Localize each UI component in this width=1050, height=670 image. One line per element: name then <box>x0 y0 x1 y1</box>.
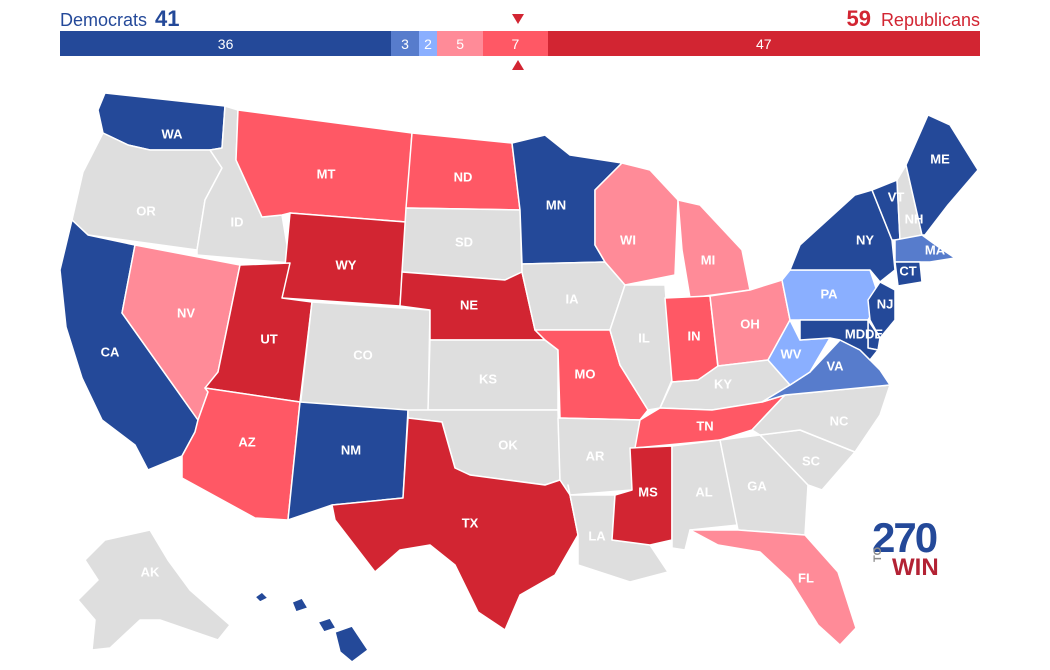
state-label-VA: VA <box>826 358 844 373</box>
state-label-IL: IL <box>638 330 650 345</box>
state-label-GA: GA <box>747 478 767 493</box>
bar-segment-label: 3 <box>401 35 409 52</box>
state-label-FL: FL <box>798 570 814 585</box>
state-label-LA: LA <box>588 528 606 543</box>
bar-segment-likely_rep: 7 <box>483 31 548 56</box>
state-HI[interactable] <box>254 591 369 663</box>
state-label-MD: MD <box>845 326 865 341</box>
bar-segment-label: 2 <box>424 35 432 52</box>
state-label-HI: HI <box>316 638 329 653</box>
state-label-TN: TN <box>696 418 713 433</box>
state-label-NC: NC <box>830 413 849 428</box>
state-label-ND: ND <box>454 169 473 184</box>
state-label-NH: NH <box>905 211 924 226</box>
state-label-NY: NY <box>856 232 874 247</box>
state-WI[interactable] <box>594 162 679 286</box>
state-MD[interactable] <box>799 319 879 361</box>
state-label-WI: WI <box>620 232 636 247</box>
bar-segment-lean_rep: 5 <box>437 31 484 56</box>
state-label-AL: AL <box>695 484 712 499</box>
state-label-CO: CO <box>353 347 373 362</box>
state-AK[interactable] <box>77 529 231 651</box>
democrats-total: 41 <box>155 6 180 31</box>
state-label-WA: WA <box>162 126 184 141</box>
state-label-OK: OK <box>498 437 518 452</box>
republicans-label: Republicans <box>880 10 980 30</box>
bar-segment-label: 5 <box>456 35 465 52</box>
state-label-MA: MA <box>925 242 946 257</box>
state-GA[interactable] <box>719 434 809 536</box>
state-CT[interactable] <box>894 261 923 287</box>
state-label-DE: DE <box>865 326 883 341</box>
majority-marker-bottom-icon <box>512 60 524 70</box>
state-label-AK: AK <box>141 564 160 579</box>
bar-segment-label: 47 <box>755 35 772 52</box>
state-label-NJ: NJ <box>877 296 894 311</box>
republicans-tally: 59 Republicans <box>846 6 980 32</box>
bar-segment-label: 36 <box>217 35 234 52</box>
state-label-NE: NE <box>460 297 478 312</box>
seat-balance-bar: 36 3 2 5 7 47 <box>60 31 980 56</box>
state-label-MN: MN <box>546 197 566 212</box>
state-TX[interactable] <box>331 417 579 631</box>
state-label-SD: SD <box>455 234 473 249</box>
state-label-MO: MO <box>575 366 596 381</box>
bar-segment-likely_dem: 3 <box>391 31 419 56</box>
bar-segment-label: 7 <box>511 35 520 52</box>
state-label-CA: CA <box>101 344 120 359</box>
state-label-SC: SC <box>802 453 821 468</box>
state-label-AR: AR <box>586 448 605 463</box>
state-label-TX: TX <box>462 515 479 530</box>
state-label-MT: MT <box>317 166 336 181</box>
state-label-WY: WY <box>336 257 357 272</box>
state-label-ID: ID <box>231 214 244 229</box>
seat-tally-header: Democrats 41 59 Republicans 36 3 2 5 7 47 <box>0 0 1050 80</box>
state-label-MI: MI <box>701 252 715 267</box>
state-label-IN: IN <box>688 328 701 343</box>
state-label-CT: CT <box>899 263 916 278</box>
democrats-label: Democrats <box>60 10 148 30</box>
state-AR[interactable] <box>557 417 641 496</box>
logo-number: 270 <box>872 514 938 561</box>
state-label-AZ: AZ <box>238 434 255 449</box>
state-label-VT: VT <box>888 189 905 204</box>
state-label-ME: ME <box>930 151 950 166</box>
state-label-IA: IA <box>566 291 580 306</box>
republicans-total: 59 <box>846 6 871 31</box>
state-label-OH: OH <box>740 316 760 331</box>
state-label-NM: NM <box>341 442 361 457</box>
state-label-NV: NV <box>177 305 195 320</box>
270towin-logo: 270 TO WIN <box>872 516 952 586</box>
state-label-OR: OR <box>136 203 156 218</box>
state-label-KS: KS <box>479 371 497 386</box>
bar-segment-safe_rep: 47 <box>547 31 980 56</box>
bar-segment-lean_dem: 2 <box>418 31 438 56</box>
us-senate-map: WA OR CA ID NV MT WY UT AZ CO NM ND SD NE KS OK TX MN IA MO… <box>59 92 979 663</box>
democrats-tally: Democrats 41 <box>60 6 180 32</box>
state-KS[interactable] <box>427 339 559 411</box>
logo-to: TO <box>872 546 884 562</box>
state-label-MS: MS <box>638 484 658 499</box>
state-label-WV: WV <box>781 346 802 361</box>
state-label-UT: UT <box>260 331 277 346</box>
state-label-PA: PA <box>820 286 838 301</box>
state-MI[interactable] <box>677 199 751 299</box>
state-FL[interactable] <box>689 529 857 646</box>
logo-win: WIN <box>892 554 939 581</box>
state-label-KY: KY <box>714 376 732 391</box>
majority-marker-top-icon <box>512 14 524 24</box>
bar-segment-safe_dem: 36 <box>60 31 392 56</box>
